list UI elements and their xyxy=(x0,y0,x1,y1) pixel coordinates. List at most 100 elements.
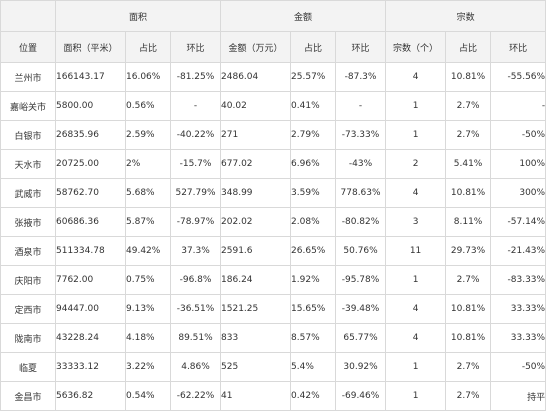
cell-area-share: 49.42% xyxy=(125,236,171,266)
cell-count-mom: 100% xyxy=(490,149,547,179)
cell-amount-share: 26.65% xyxy=(290,236,337,266)
cell-location: 兰州市 xyxy=(0,62,56,92)
cell-area: 33333.12 xyxy=(55,352,126,382)
cell-area-share: 5.68% xyxy=(125,178,171,208)
cell-count: 1 xyxy=(385,120,447,150)
group-header-count: 宗数 xyxy=(385,0,547,32)
cell-amount-share: 2.79% xyxy=(290,120,337,150)
cell-area-share: 0.75% xyxy=(125,265,171,295)
cell-area-share: 0.54% xyxy=(125,381,171,411)
cell-amount: 186.24 xyxy=(220,265,292,295)
cell-amount-mom: 50.76% xyxy=(335,236,387,266)
cell-count: 11 xyxy=(385,236,447,266)
cell-area: 20725.00 xyxy=(55,149,126,179)
cell-count: 4 xyxy=(385,294,447,324)
cell-amount-mom: -39.48% xyxy=(335,294,387,324)
col-header-amount-share: 占比 xyxy=(290,31,337,63)
group-header-blank xyxy=(0,0,56,32)
cell-area-share: 5.87% xyxy=(125,207,171,237)
cell-area-mom: 89.51% xyxy=(169,323,222,353)
cell-area-mom: -15.7% xyxy=(169,149,222,179)
cell-area-share: 0.56% xyxy=(125,91,171,121)
cell-amount-share: 0.42% xyxy=(290,381,337,411)
col-header-area-share: 占比 xyxy=(125,31,171,63)
cell-count-mom: - xyxy=(490,91,547,121)
cell-count-mom: -21.43% xyxy=(490,236,547,266)
cell-area-mom: -96.8% xyxy=(169,265,222,295)
cell-amount: 202.02 xyxy=(220,207,292,237)
cell-count: 1 xyxy=(385,352,447,382)
cell-area-mom: -78.97% xyxy=(169,207,222,237)
table-row: 白银市 26835.96 2.59% -40.22% 271 2.79% -73.33% 1 2… xyxy=(0,120,547,150)
cell-count: 4 xyxy=(385,178,447,208)
cell-count-mom: 33.33% xyxy=(490,323,547,353)
cell-count-mom: -50% xyxy=(490,120,547,150)
cell-location: 白银市 xyxy=(0,120,56,150)
cell-area: 58762.70 xyxy=(55,178,126,208)
table-body: 兰州市 166143.17 16.06% -81.25% 2486.04 25.57% -8… xyxy=(0,62,547,411)
cell-count-share: 10.81% xyxy=(445,294,492,324)
table-row: 张掖市 60686.36 5.87% -78.97% 202.02 2.08% -80.82… xyxy=(0,207,547,237)
col-header-amount-mom: 环比 xyxy=(335,31,387,63)
cell-amount: 41 xyxy=(220,381,292,411)
cell-area: 5800.00 xyxy=(55,91,126,121)
col-header-amount: 金额（万元） xyxy=(220,31,292,63)
col-header-count-mom: 环比 xyxy=(490,31,547,63)
cell-count-share: 2.7% xyxy=(445,120,492,150)
cell-area-mom: -40.22% xyxy=(169,120,222,150)
cell-location: 庆阳市 xyxy=(0,265,56,295)
cell-amount-share: 1.92% xyxy=(290,265,337,295)
table-row: 金昌市 5636.82 0.54% -62.22% 41 0.42% -69.46% 1 2.7… xyxy=(0,381,547,411)
cell-count-mom: 300% xyxy=(490,178,547,208)
cell-area: 5636.82 xyxy=(55,381,126,411)
cell-location: 天水市 xyxy=(0,149,56,179)
cell-location: 酒泉市 xyxy=(0,236,56,266)
table-row: 嘉峪关市 5800.00 0.56% -40.02 0.41% -1 2.7% - xyxy=(0,91,547,121)
table-row: 陇南市 43228.24 4.18% 89.51% 833 8.57% 65.77% 4 10.… xyxy=(0,323,547,353)
cell-area-mom: 527.79% xyxy=(169,178,222,208)
cell-amount: 40.02 xyxy=(220,91,292,121)
cell-count-mom: -50% xyxy=(490,352,547,382)
cell-amount: 2486.04 xyxy=(220,62,292,92)
cell-amount-mom: 30.92% xyxy=(335,352,387,382)
cell-amount-share: 8.57% xyxy=(290,323,337,353)
cell-count-share: 29.73% xyxy=(445,236,492,266)
cell-count: 1 xyxy=(385,91,447,121)
table-row: 武威市 58762.70 5.68% 527.79% 348.99 3.59% 778.63… xyxy=(0,178,547,208)
cell-location: 陇南市 xyxy=(0,323,56,353)
cell-count-share: 10.81% xyxy=(445,323,492,353)
cell-amount-mom: -73.33% xyxy=(335,120,387,150)
cell-area: 60686.36 xyxy=(55,207,126,237)
cell-area-share: 9.13% xyxy=(125,294,171,324)
cell-amount-share: 15.65% xyxy=(290,294,337,324)
group-header-amount: 金额 xyxy=(220,0,387,32)
cell-count-share: 5.41% xyxy=(445,149,492,179)
col-header-area: 面积（平米） xyxy=(55,31,126,63)
cell-count-share: 10.81% xyxy=(445,62,492,92)
cell-count-share: 8.11% xyxy=(445,207,492,237)
cell-amount-share: 6.96% xyxy=(290,149,337,179)
table-row: 酒泉市 511334.78 49.42% 37.3% 2591.6 26.65% 50.76… xyxy=(0,236,547,266)
cell-location: 武威市 xyxy=(0,178,56,208)
cell-amount: 271 xyxy=(220,120,292,150)
col-header-location: 位置 xyxy=(0,31,56,63)
cell-amount-mom: 65.77% xyxy=(335,323,387,353)
cell-area-share: 2% xyxy=(125,149,171,179)
cell-count: 1 xyxy=(385,265,447,295)
cell-area: 94447.00 xyxy=(55,294,126,324)
cell-amount-mom: -43% xyxy=(335,149,387,179)
cell-count-share: 2.7% xyxy=(445,91,492,121)
cell-amount-share: 3.59% xyxy=(290,178,337,208)
cell-count-share: 2.7% xyxy=(445,381,492,411)
cell-area-mom: -81.25% xyxy=(169,62,222,92)
cell-amount-mom: - xyxy=(335,91,387,121)
cell-count-mom: -57.14% xyxy=(490,207,547,237)
cell-area-mom: 4.86% xyxy=(169,352,222,382)
table-row: 兰州市 166143.17 16.06% -81.25% 2486.04 25.57% -8… xyxy=(0,62,547,92)
cell-area: 7762.00 xyxy=(55,265,126,295)
cell-count-mom: -83.33% xyxy=(490,265,547,295)
cell-count-mom: 33.33% xyxy=(490,294,547,324)
cell-amount-share: 0.41% xyxy=(290,91,337,121)
cell-area-mom: 37.3% xyxy=(169,236,222,266)
group-header-row: 面积 金额 宗数 xyxy=(0,0,547,32)
